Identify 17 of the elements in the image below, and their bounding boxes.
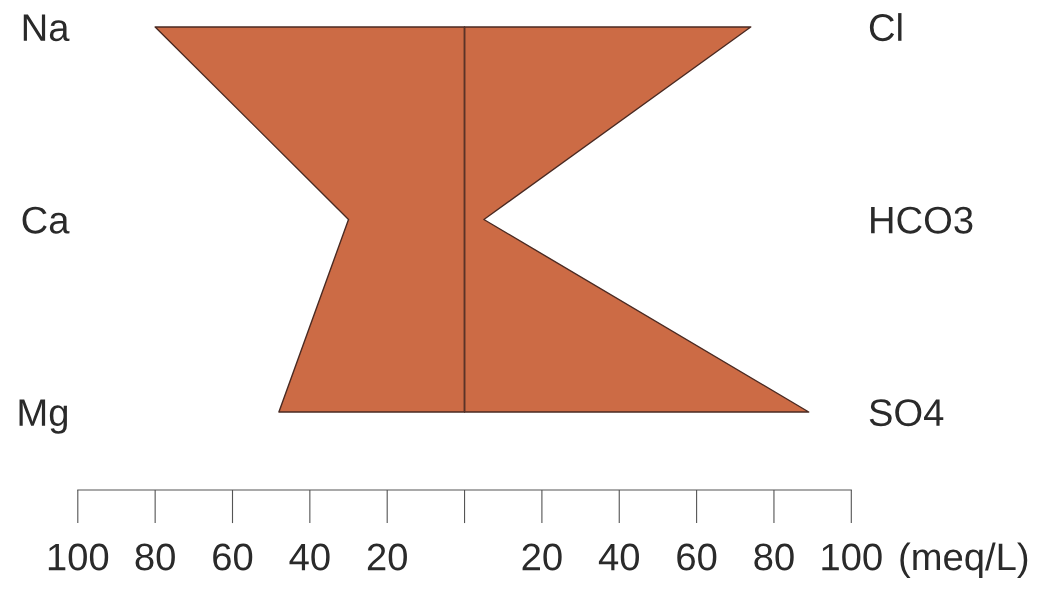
x-axis-title: (meq/L) [900,542,1028,578]
x-tick-label: 80 [754,543,794,571]
x-tick-label: 20 [522,543,562,571]
x-tick-label: 60 [677,543,717,571]
x-tick-label: 40 [289,543,330,571]
x-tick-label: 100 [48,543,109,571]
x-tick-label: 100 [822,543,882,571]
x-tick-label: 20 [367,543,407,571]
y-tick-label: Na [23,14,70,42]
x-tick-label: 80 [135,543,175,571]
y-tick-label: Mg [19,399,68,434]
x-tick-label: 40 [598,543,639,571]
y-tick-label: Ca [22,206,70,234]
y2-tick-label: HCO3 [871,206,973,234]
x-tick-label: 60 [213,543,253,571]
y2-tick-label: Cl [869,13,902,42]
y2-tick-label: SO4 [869,399,944,427]
